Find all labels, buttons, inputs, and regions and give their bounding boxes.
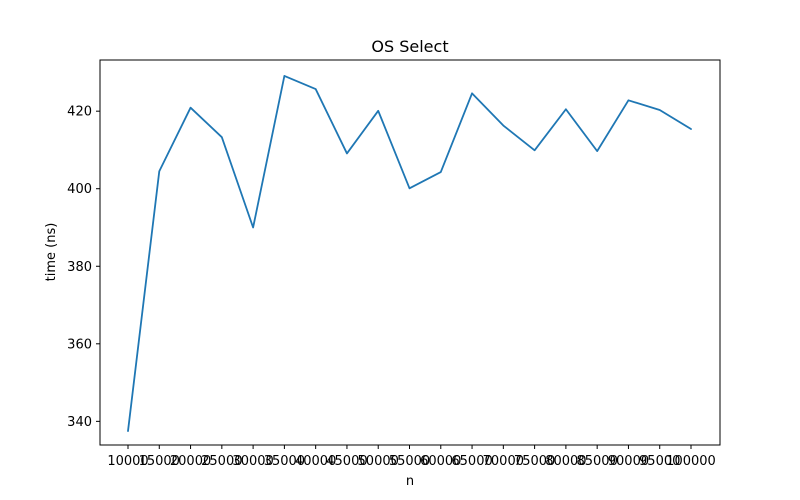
x-tick-label-12: 70000 [483,454,524,469]
x-tick-label-13: 75000 [514,454,555,469]
x-tick-label-17: 95000 [639,454,680,469]
y-axis-title: time (ns) [44,223,59,282]
x-tick-label-8: 50000 [358,454,399,469]
x-tick-label-7: 45000 [326,454,367,469]
x-tick-label-11: 65000 [451,454,492,469]
x-tick-label-10: 60000 [420,454,461,469]
y-axis: 340 360 380 400 420 [67,105,100,430]
x-tick-label-18: 100000 [666,454,716,469]
x-tick-label-9: 55000 [389,454,430,469]
x-axis: 1000015000200002500030000350004000045000… [107,445,716,469]
y-tick-label-1: 360 [67,337,92,352]
x-tick-label-14: 80000 [545,454,586,469]
chart-title: OS Select [371,37,448,56]
series-layer [127,75,692,432]
x-tick-label-15: 85000 [576,454,617,469]
x-tick-label-6: 40000 [295,454,336,469]
y-tick-label-4: 420 [67,105,92,120]
series-line-0 [127,75,692,432]
x-tick-label-0: 10000 [107,454,148,469]
x-axis-title: n [406,474,414,489]
x-tick-label-5: 35000 [264,454,305,469]
x-tick-label-1: 15000 [139,454,180,469]
y-tick-label-2: 380 [67,260,92,275]
x-tick-label-4: 30000 [232,454,273,469]
x-tick-label-2: 20000 [170,454,211,469]
plot-area-frame [99,59,721,446]
x-tick-label-16: 90000 [608,454,649,469]
x-tick-label-3: 25000 [201,454,242,469]
y-tick-label-0: 340 [67,415,92,430]
y-tick-label-3: 400 [67,182,92,197]
